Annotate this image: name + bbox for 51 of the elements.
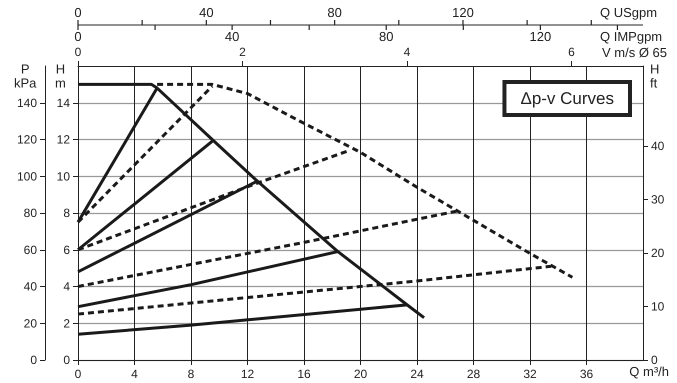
y2-axis-title: P kPa	[14, 62, 38, 90]
y-axis-title: H m	[54, 62, 66, 90]
y-tick-label: 10	[56, 169, 70, 184]
x2-tick-label: 0	[74, 45, 82, 59]
text: Q USgpm	[600, 5, 658, 20]
y2-tick-label: 100	[16, 169, 38, 184]
y3-tick-label: 40	[651, 139, 665, 154]
text: 0	[74, 5, 82, 20]
x-tick-label: 8	[188, 367, 195, 381]
x-tick-label: 4	[131, 367, 138, 381]
text: 40	[199, 5, 214, 20]
y2-tick-label: 20	[24, 316, 38, 330]
y-tick-label: 14	[56, 96, 70, 110]
y-tick-label: 12	[56, 132, 70, 146]
y2-tick-label: 0	[30, 353, 38, 367]
x2-tick-label: 2	[239, 45, 246, 59]
y-tick-label: 8	[63, 206, 70, 220]
y-tick-label: 6	[63, 242, 70, 257]
x2-tick-label: 6	[568, 45, 576, 59]
text: 40	[224, 29, 240, 44]
y-tick-label: 0	[63, 353, 70, 367]
x2-tick-label: 4	[404, 45, 411, 59]
y3-tick-label: 30	[651, 192, 665, 207]
y2-tick-label: 80	[24, 206, 38, 220]
x-axis-title: Q m³/h	[629, 364, 670, 379]
y-tick-label: 4	[63, 280, 70, 294]
text: 120	[530, 29, 552, 44]
x-tick-label: 24	[410, 367, 424, 381]
x-tick-label: 0	[74, 367, 82, 381]
x-tick-label: 16	[297, 367, 311, 381]
y2-tick-label: 120	[16, 132, 38, 146]
y2-tick-label: 60	[24, 242, 38, 257]
y3-axis-title: H ft	[650, 62, 660, 90]
text: 120	[452, 5, 474, 20]
y3-tick-label: 20	[651, 246, 665, 260]
text: 80	[379, 29, 394, 44]
y3-tick-label: 10	[651, 300, 665, 314]
text: Q IMPgpm	[600, 29, 662, 44]
annotation: Δp-v Curves	[520, 89, 614, 108]
x-tick-label: 32	[523, 367, 537, 381]
x2-axis-title: V m/s Ø 65	[602, 45, 668, 60]
x-tick-label: 28	[466, 367, 480, 381]
y2-tick-label: 40	[24, 280, 38, 294]
y2-tick-label: 140	[16, 96, 38, 110]
y3-tick-label: 0	[651, 353, 658, 367]
x-tick-label: 20	[354, 367, 368, 381]
text: 0	[74, 29, 82, 44]
y-tick-label: 2	[63, 316, 70, 330]
x-tick-label: 12	[240, 367, 254, 381]
x-tick-label: 36	[580, 367, 594, 381]
text: 80	[327, 5, 342, 20]
